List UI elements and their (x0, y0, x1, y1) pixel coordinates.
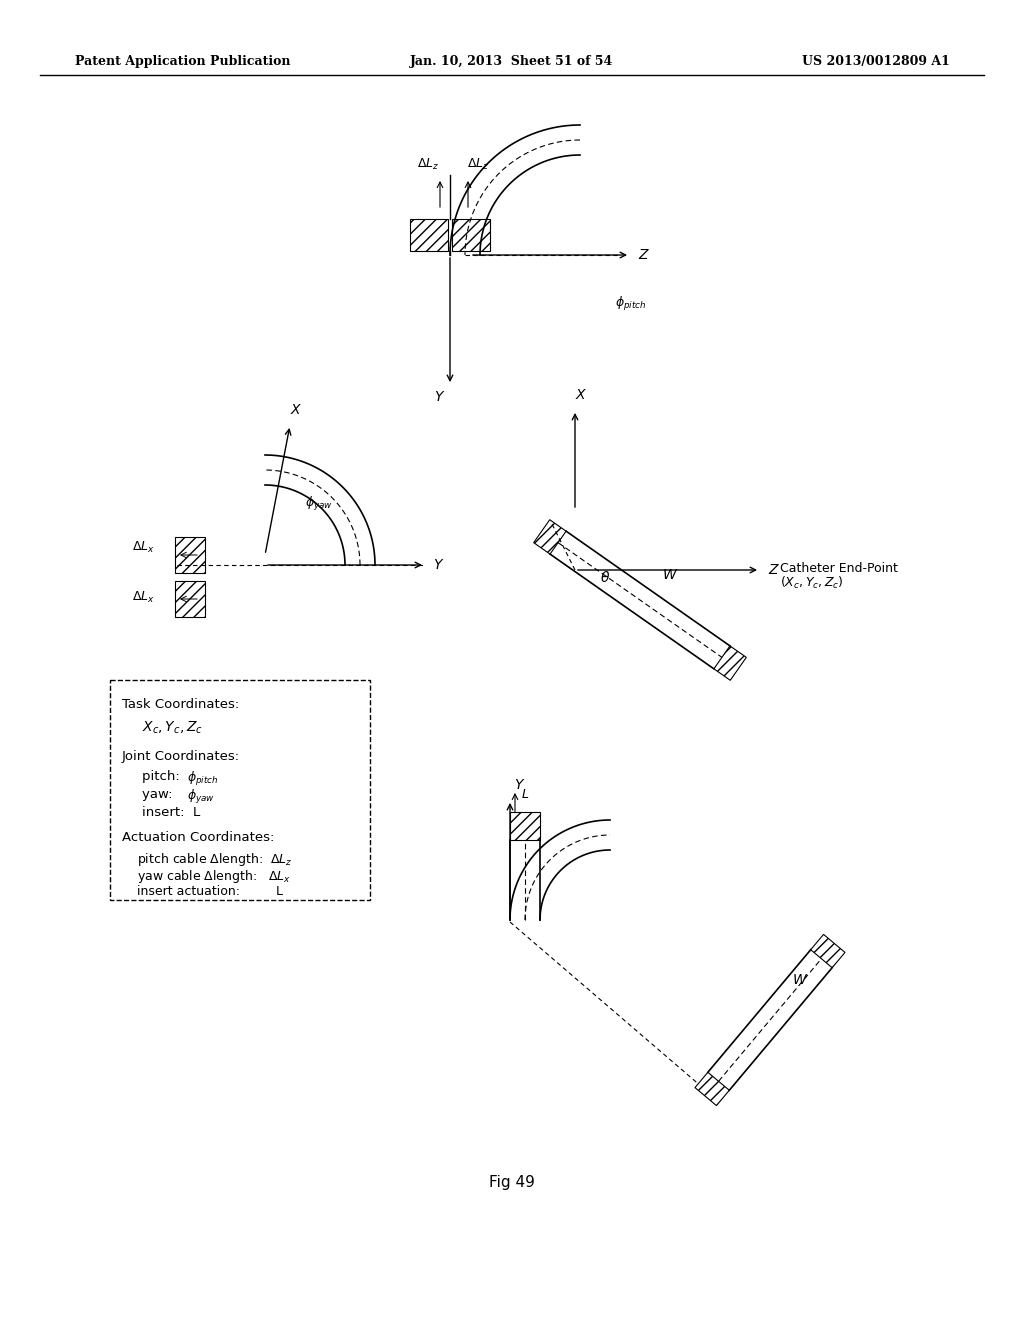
Text: Fig 49: Fig 49 (489, 1175, 535, 1191)
Text: W: W (794, 973, 807, 987)
Text: insert:  L: insert: L (142, 807, 201, 818)
Text: Patent Application Publication: Patent Application Publication (75, 55, 291, 69)
Polygon shape (714, 645, 746, 680)
Text: $\phi_{pitch}$: $\phi_{pitch}$ (615, 294, 646, 313)
Text: insert actuation:         L: insert actuation: L (137, 884, 283, 898)
Text: $\phi_{yaw}$: $\phi_{yaw}$ (305, 495, 333, 513)
Text: X: X (290, 403, 300, 417)
Text: yaw cable $\Delta$length:   $\Delta L_x$: yaw cable $\Delta$length: $\Delta L_x$ (137, 869, 291, 884)
Text: $\Delta L_z$: $\Delta L_z$ (417, 157, 439, 172)
Text: Jan. 10, 2013  Sheet 51 of 54: Jan. 10, 2013 Sheet 51 of 54 (411, 55, 613, 69)
Polygon shape (811, 935, 845, 968)
Text: $\Delta L_x$: $\Delta L_x$ (132, 590, 155, 605)
Bar (410, 219, 449, 251)
Bar (175, 537, 205, 573)
Text: Y: Y (433, 558, 441, 572)
Text: $\phi_{yaw}$: $\phi_{yaw}$ (187, 788, 215, 807)
Text: X: X (575, 388, 585, 403)
Text: Joint Coordinates:: Joint Coordinates: (122, 750, 240, 763)
Text: W: W (664, 568, 677, 582)
Text: $X_c, Y_c, Z_c$: $X_c, Y_c, Z_c$ (142, 719, 203, 737)
Text: Z: Z (768, 564, 777, 577)
Text: L: L (522, 788, 529, 801)
Text: Y: Y (514, 777, 522, 792)
Text: Catheter End-Point: Catheter End-Point (780, 561, 898, 574)
Text: Y: Y (434, 389, 442, 404)
Text: yaw:: yaw: (142, 788, 181, 801)
Text: $(X_c, Y_c, Z_c)$: $(X_c, Y_c, Z_c)$ (780, 576, 844, 591)
Text: Z: Z (638, 248, 647, 261)
Bar (510, 812, 540, 840)
Text: $\theta$: $\theta$ (600, 570, 610, 586)
Text: pitch:: pitch: (142, 770, 188, 783)
Text: $\phi_{pitch}$: $\phi_{pitch}$ (187, 770, 218, 788)
Text: Actuation Coordinates:: Actuation Coordinates: (122, 832, 274, 843)
FancyBboxPatch shape (110, 680, 370, 900)
Polygon shape (695, 1072, 729, 1106)
Text: $\Delta L_z$: $\Delta L_z$ (467, 157, 489, 172)
Text: $\Delta L_x$: $\Delta L_x$ (132, 540, 155, 554)
Text: US 2013/0012809 A1: US 2013/0012809 A1 (802, 55, 950, 69)
Text: pitch cable $\Delta$length:  $\Delta L_z$: pitch cable $\Delta$length: $\Delta L_z$ (137, 851, 293, 869)
Text: Task Coordinates:: Task Coordinates: (122, 698, 240, 711)
Bar (452, 219, 490, 251)
Polygon shape (534, 520, 566, 554)
Bar (175, 581, 205, 616)
